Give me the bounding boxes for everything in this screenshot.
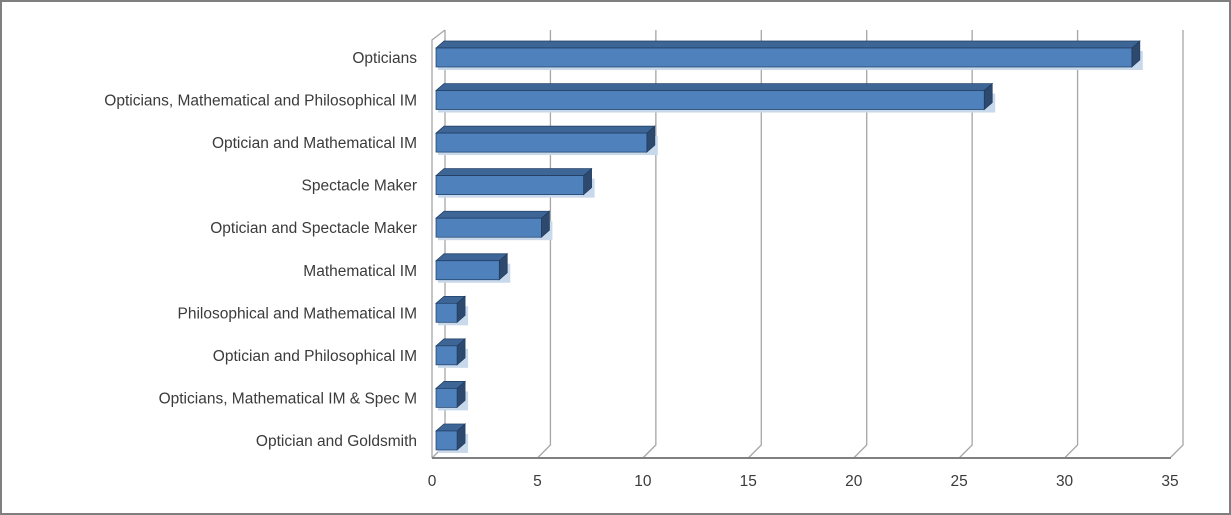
- x-tick-label: 15: [740, 473, 757, 490]
- x-tick-label: 35: [1161, 473, 1178, 490]
- gridline: [1064, 30, 1079, 459]
- gridline: [958, 30, 973, 459]
- category-label: Opticians, Mathematical and Philosophica…: [104, 93, 417, 110]
- bar[interactable]: [435, 380, 469, 411]
- bar-top-face: [435, 253, 509, 262]
- bar-front-face: [435, 260, 500, 281]
- category-label: Optician and Goldsmith: [256, 433, 417, 450]
- bar[interactable]: [435, 82, 996, 113]
- bar[interactable]: [435, 338, 469, 368]
- category-label: Optician and Spectacle Maker: [210, 220, 417, 237]
- bar-front-face: [435, 175, 584, 195]
- bar[interactable]: [435, 295, 469, 326]
- bar[interactable]: [435, 252, 511, 283]
- category-label: Philosophical and Mathematical IM: [177, 305, 417, 322]
- category-label: Opticians, Mathematical IM & Spec M: [159, 390, 417, 407]
- wall-edge: [431, 29, 446, 458]
- x-tick-label: 0: [428, 473, 437, 490]
- bar-front-face: [435, 430, 458, 451]
- category-label: Mathematical IM: [303, 263, 417, 280]
- bar-front-face: [435, 302, 458, 323]
- bar[interactable]: [435, 167, 595, 198]
- category-label: Optician and Philosophical IM: [213, 348, 417, 365]
- x-tick-label: 5: [533, 473, 542, 490]
- bar[interactable]: [435, 125, 658, 156]
- gridline: [853, 30, 868, 459]
- bar[interactable]: [435, 423, 469, 453]
- bar-top-face: [435, 210, 551, 219]
- x-tick-label: 25: [951, 473, 968, 490]
- bar[interactable]: [435, 40, 1143, 70]
- bar-front-face: [435, 388, 458, 408]
- bar[interactable]: [435, 210, 553, 241]
- bar-front-face: [435, 47, 1133, 68]
- bar-top-face: [435, 40, 1141, 49]
- gridline: [642, 30, 657, 459]
- bar-top-face: [435, 168, 593, 176]
- bar-front-face: [435, 217, 542, 238]
- gridline: [1169, 30, 1184, 459]
- bar-front-face: [435, 132, 648, 153]
- category-label: Opticians: [352, 50, 417, 67]
- gridline: [747, 30, 762, 459]
- category-label: Spectacle Maker: [302, 178, 417, 195]
- bar-front-face: [435, 345, 458, 366]
- x-tick-label: 30: [1056, 473, 1074, 490]
- bar-top-face: [435, 83, 994, 91]
- category-label: Optician and Mathematical IM: [212, 135, 417, 152]
- bar-top-face: [435, 125, 656, 134]
- bar-front-face: [435, 90, 985, 110]
- x-tick-label: 20: [845, 473, 863, 490]
- x-tick-label: 10: [634, 473, 652, 490]
